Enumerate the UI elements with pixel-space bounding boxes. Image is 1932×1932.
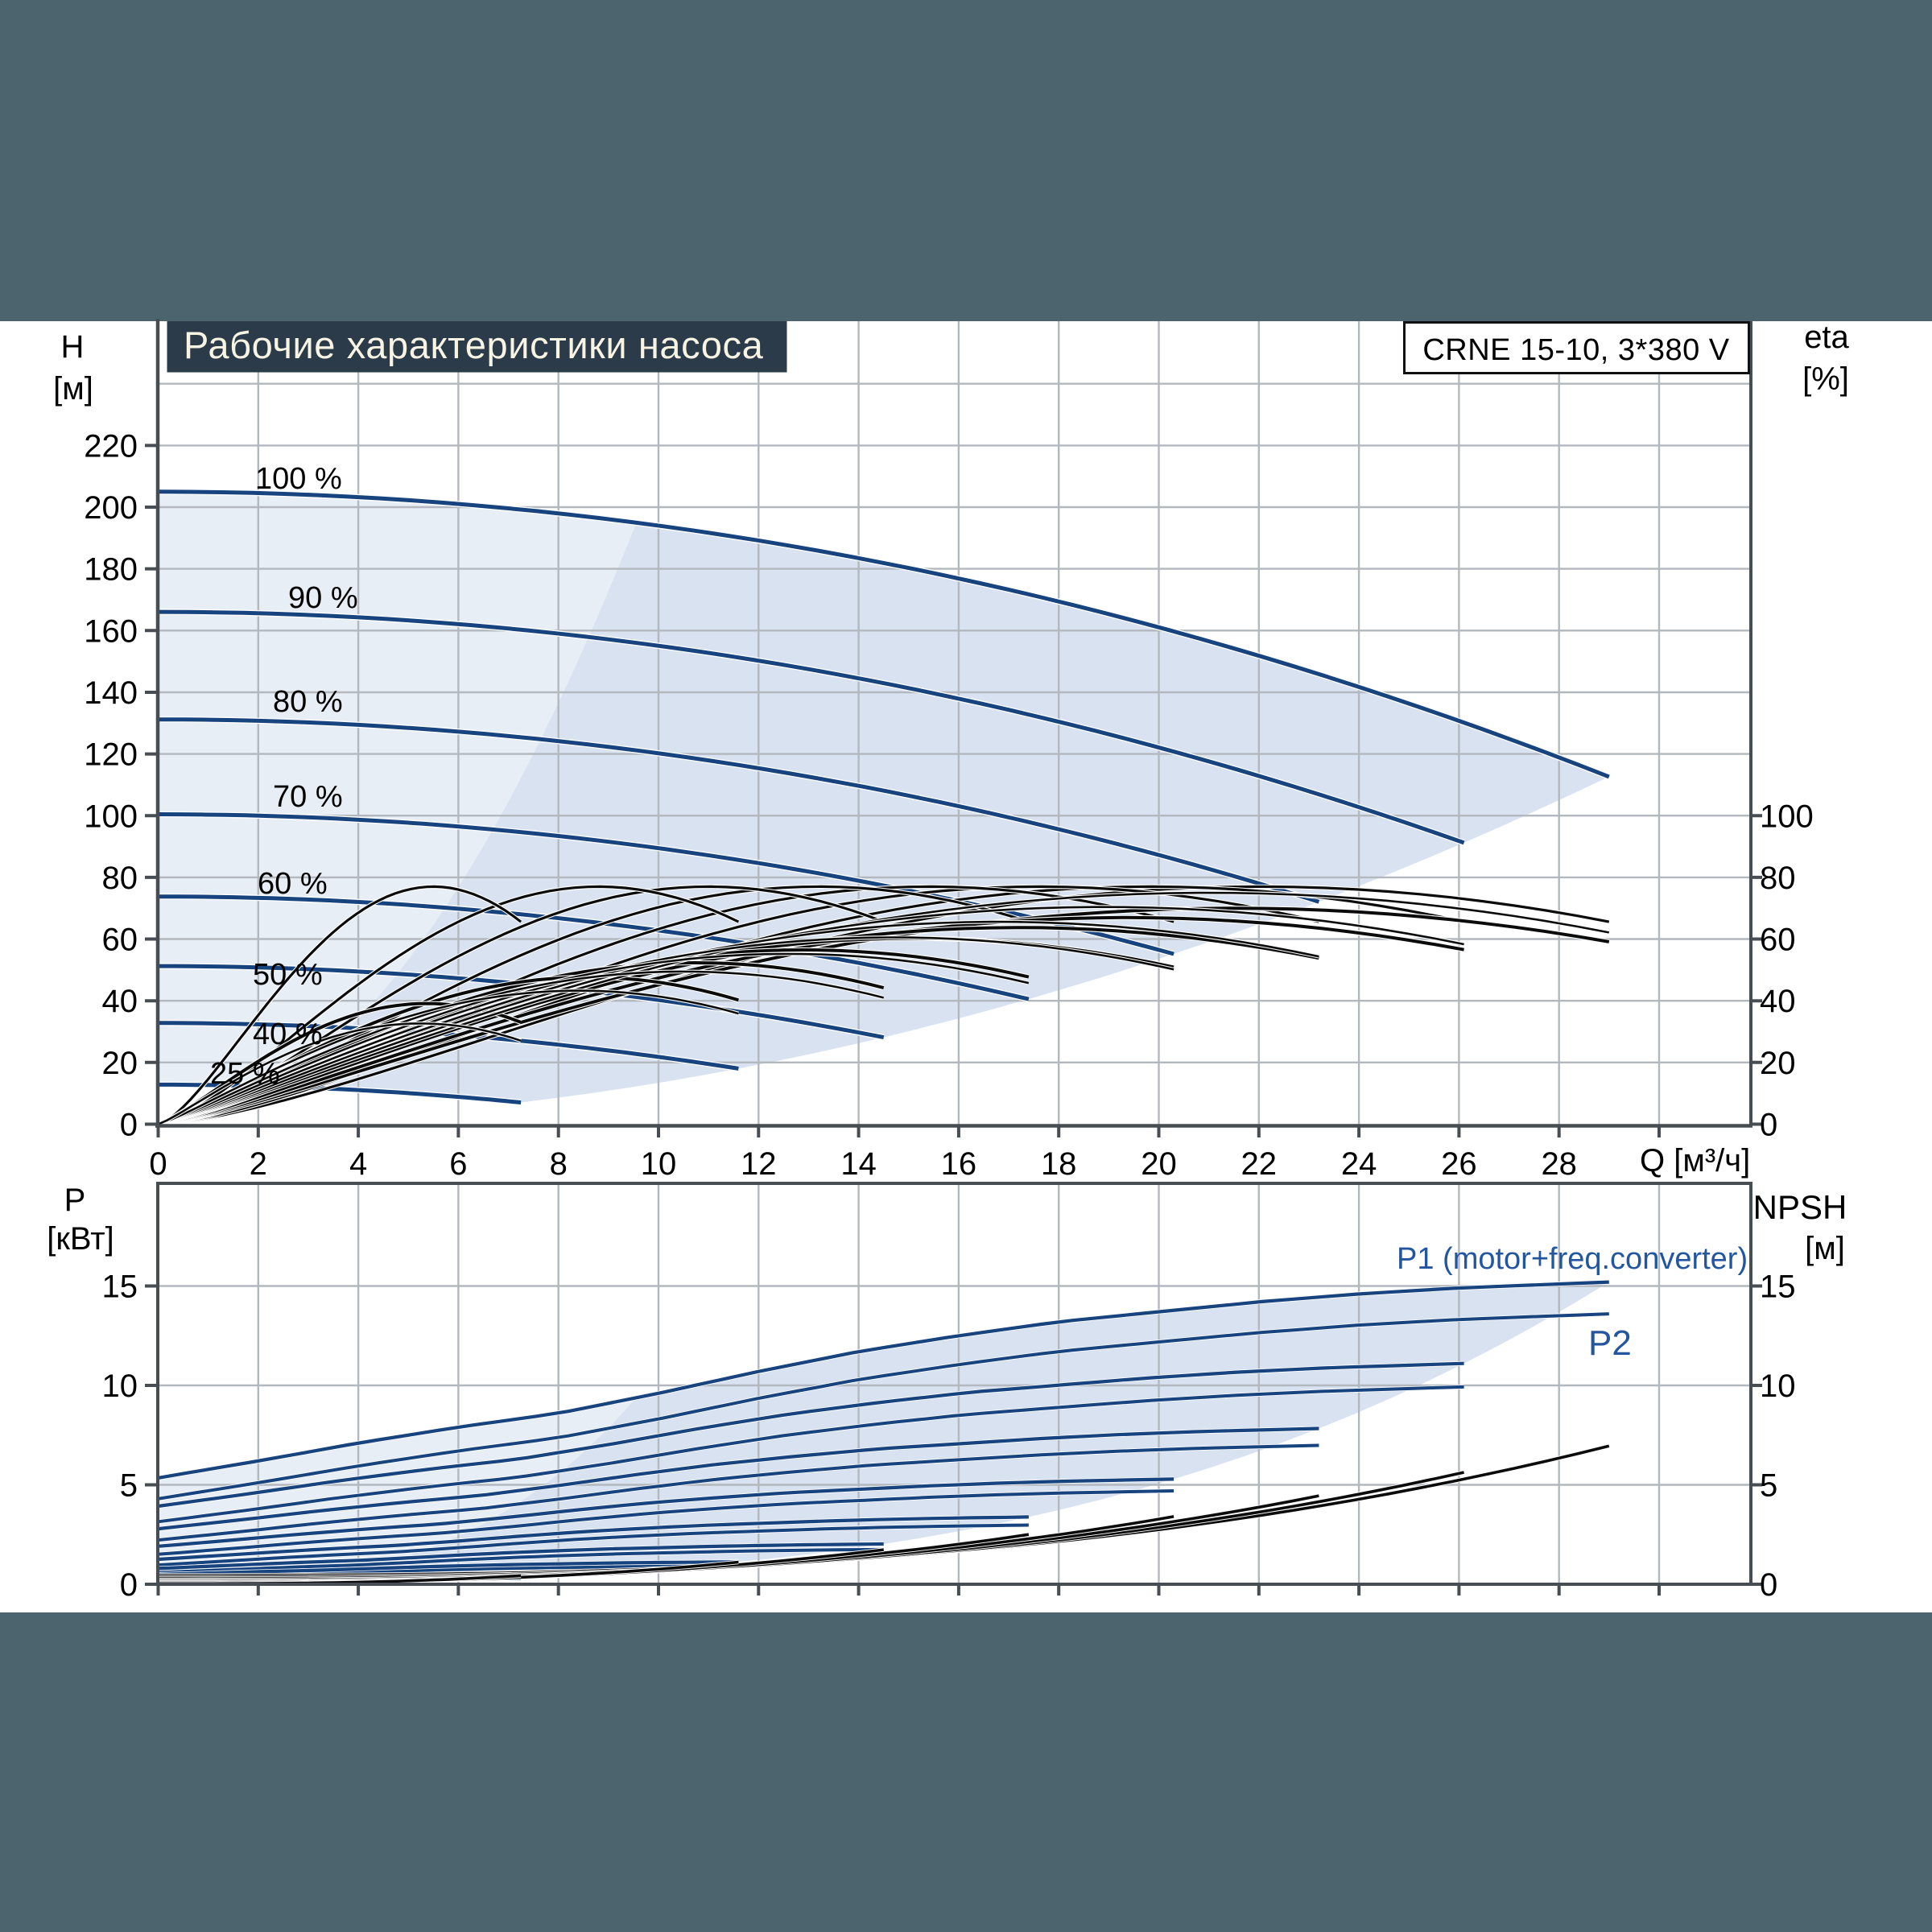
svg-text:28: 28 — [1541, 1146, 1577, 1182]
svg-text:140: 140 — [84, 675, 138, 711]
svg-text:[кВт]: [кВт] — [47, 1221, 114, 1257]
svg-text:40 %: 40 % — [253, 1018, 323, 1051]
svg-text:12: 12 — [741, 1146, 777, 1182]
svg-text:[м]: [м] — [53, 371, 93, 407]
svg-text:eta: eta — [1804, 320, 1849, 355]
svg-text:15: 15 — [102, 1269, 138, 1305]
svg-text:16: 16 — [941, 1146, 977, 1182]
svg-text:Q [м³/ч]: Q [м³/ч] — [1640, 1143, 1750, 1179]
svg-text:200: 200 — [84, 490, 138, 526]
svg-text:P1 (motor+freq.converter): P1 (motor+freq.converter) — [1397, 1242, 1748, 1276]
svg-text:220: 220 — [84, 428, 138, 464]
svg-text:26: 26 — [1441, 1146, 1477, 1182]
svg-text:180: 180 — [84, 552, 138, 588]
svg-text:0: 0 — [120, 1567, 138, 1603]
svg-text:Рабочие характеристики насоса: Рабочие характеристики насоса — [184, 324, 764, 366]
svg-text:80: 80 — [102, 861, 138, 896]
svg-text:[%]: [%] — [1802, 361, 1849, 397]
svg-text:50 %: 50 % — [253, 958, 323, 992]
svg-text:15: 15 — [1760, 1269, 1796, 1305]
svg-text:18: 18 — [1041, 1146, 1077, 1182]
svg-text:100 %: 100 % — [255, 462, 342, 496]
svg-text:100: 100 — [84, 799, 138, 834]
svg-text:4: 4 — [349, 1146, 367, 1182]
svg-text:60: 60 — [102, 923, 138, 958]
svg-text:40: 40 — [102, 984, 138, 1019]
svg-text:14: 14 — [840, 1146, 877, 1182]
svg-text:8: 8 — [550, 1146, 568, 1182]
svg-text:5: 5 — [1760, 1468, 1777, 1504]
svg-text:40: 40 — [1760, 984, 1796, 1019]
svg-text:10: 10 — [102, 1368, 138, 1404]
svg-text:0: 0 — [1760, 1567, 1777, 1603]
svg-text:80: 80 — [1760, 861, 1796, 896]
svg-text:P2: P2 — [1588, 1323, 1632, 1363]
svg-text:10: 10 — [1760, 1368, 1796, 1404]
svg-text:20: 20 — [1760, 1046, 1796, 1081]
svg-text:0: 0 — [149, 1146, 167, 1182]
svg-text:160: 160 — [84, 613, 138, 649]
svg-text:P: P — [64, 1183, 86, 1218]
svg-text:60 %: 60 % — [258, 867, 328, 901]
svg-text:20: 20 — [1141, 1146, 1177, 1182]
svg-text:NPSH: NPSH — [1753, 1188, 1847, 1226]
svg-text:70 %: 70 % — [273, 780, 343, 814]
svg-text:100: 100 — [1760, 799, 1814, 834]
svg-text:H: H — [61, 329, 85, 365]
svg-text:2: 2 — [250, 1146, 267, 1182]
svg-text:20: 20 — [102, 1046, 138, 1081]
svg-text:CRNE 15-10, 3*380 V: CRNE 15-10, 3*380 V — [1422, 333, 1729, 367]
svg-text:5: 5 — [120, 1468, 138, 1504]
svg-text:0: 0 — [120, 1108, 138, 1143]
svg-text:6: 6 — [449, 1146, 467, 1182]
svg-text:90 %: 90 % — [288, 581, 358, 615]
svg-text:24: 24 — [1341, 1146, 1377, 1182]
svg-text:25 %: 25 % — [210, 1057, 280, 1091]
svg-text:80 %: 80 % — [273, 685, 343, 719]
svg-text:10: 10 — [641, 1146, 677, 1182]
svg-text:120: 120 — [84, 737, 138, 773]
svg-text:22: 22 — [1241, 1146, 1278, 1182]
svg-text:60: 60 — [1760, 923, 1796, 958]
svg-text:0: 0 — [1760, 1108, 1777, 1143]
svg-text:[м]: [м] — [1805, 1231, 1845, 1266]
